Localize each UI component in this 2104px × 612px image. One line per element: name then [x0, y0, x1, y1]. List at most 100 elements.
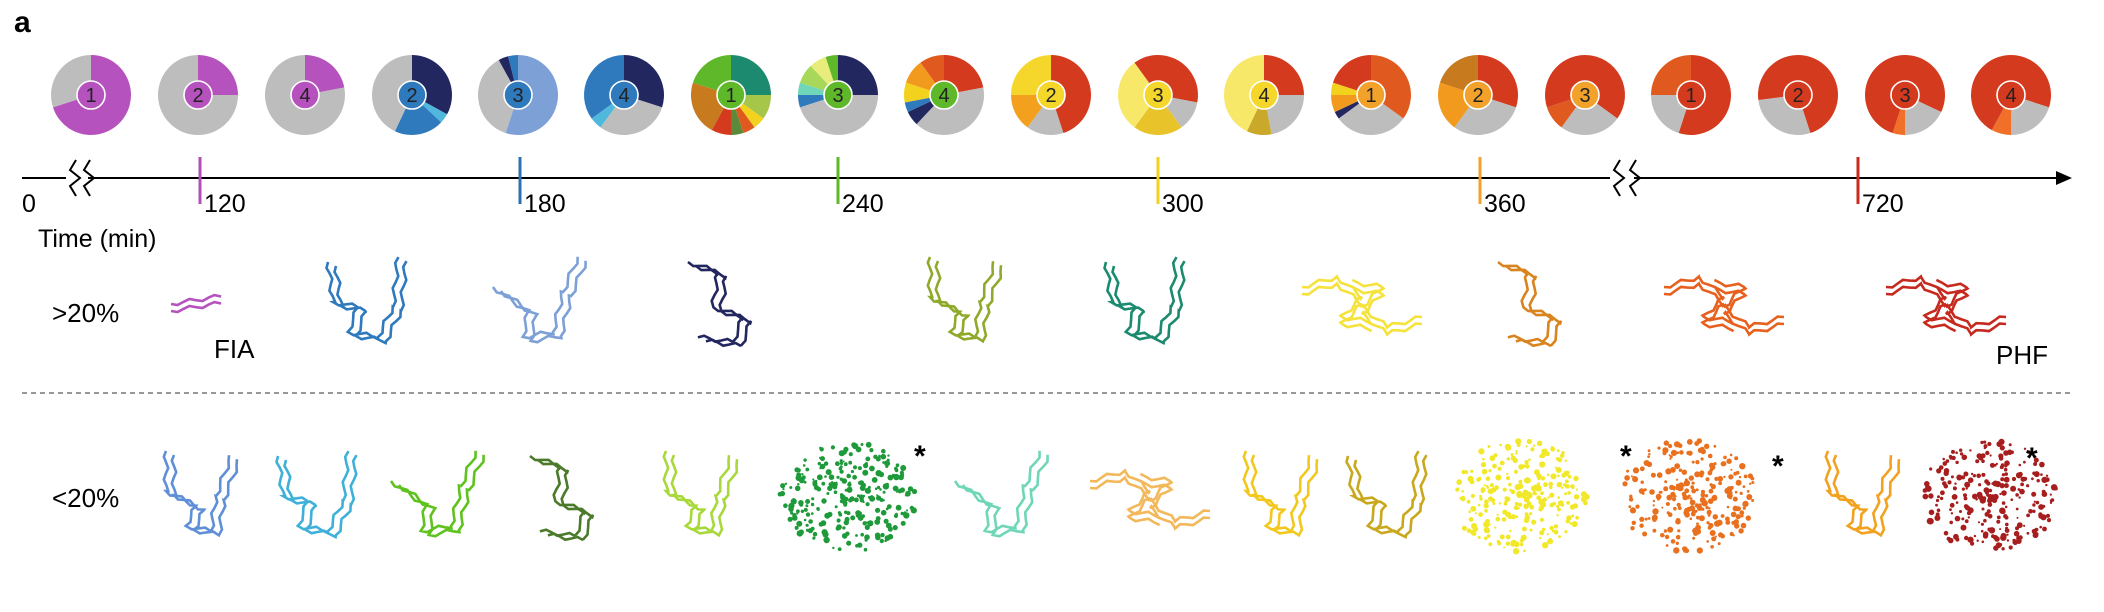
density-dot: [1971, 539, 1974, 542]
fibril-strand: [389, 450, 477, 534]
density-dot: [1705, 477, 1710, 482]
density-dot: [903, 511, 907, 514]
density-dot: [1486, 484, 1489, 488]
density-dot: [1539, 454, 1543, 458]
density-dot: [1743, 474, 1748, 479]
density-dot: [1676, 478, 1679, 481]
density-dot: [1710, 545, 1714, 549]
density-dot: [2034, 527, 2039, 532]
density-dot: [1716, 519, 1723, 526]
density-dot: [1645, 463, 1649, 466]
density-dot: [1694, 471, 1701, 478]
density-dot: [1652, 504, 1655, 507]
density-dot: [817, 461, 821, 466]
density-dot: [859, 498, 864, 503]
pie-badge-number: 3: [1579, 85, 1590, 107]
density-dot: [1630, 475, 1633, 478]
density-dot: [1496, 513, 1499, 516]
density-dot: [1539, 517, 1544, 522]
density-dot: [1676, 502, 1681, 507]
density-dot: [1518, 502, 1523, 507]
density-dot: [1567, 491, 1571, 495]
density-dot: [1470, 469, 1474, 473]
lower-structure-1: [162, 450, 239, 538]
fibril-strand: [1345, 450, 1420, 536]
density-dot: [805, 467, 810, 472]
density-dot: [1733, 519, 1740, 525]
density-dot: [1738, 528, 1744, 534]
density-dot: [1696, 515, 1700, 520]
density-dot: [1694, 509, 1698, 513]
pie-badge-number: 1: [1365, 85, 1376, 107]
density-dot: [850, 469, 855, 474]
density-dot: [792, 513, 797, 518]
density-dot: [1499, 443, 1502, 447]
density-dot: [1641, 492, 1645, 495]
pie-badge-number: 4: [1258, 85, 1269, 107]
density-dot: [1975, 497, 1978, 501]
density-dot: [1707, 514, 1711, 517]
fibril-strand: [499, 260, 587, 344]
density-dot: [1730, 485, 1734, 490]
lower-row-structures: [162, 438, 2058, 555]
pie-badge-number: 2: [192, 85, 203, 107]
density-dot: [1732, 496, 1738, 502]
density-dot: [1734, 523, 1740, 529]
lower-structure-3: [389, 450, 485, 538]
density-dot: [2045, 474, 2049, 477]
density-dot: [1503, 501, 1508, 506]
density-dot: [1504, 496, 1508, 500]
fibril-strand: [1663, 281, 1735, 333]
phf-label: PHF: [1996, 340, 2048, 370]
density-dot: [1553, 529, 1559, 535]
density-dot: [1683, 509, 1690, 516]
density-dot: [1726, 505, 1730, 509]
density-dot: [891, 473, 896, 478]
pie-chart-240-4: 4: [903, 55, 985, 136]
density-dot: [817, 508, 820, 512]
density-dot: [1960, 524, 1967, 531]
fibril-strand: [491, 256, 579, 340]
density-dot: [1984, 490, 1989, 495]
density-dot: [1720, 514, 1725, 518]
density-dot: [805, 528, 810, 532]
density-dot: [1956, 461, 1959, 464]
density-dot: [1967, 507, 1974, 514]
density-dot: [1713, 444, 1717, 448]
density-dot: [1632, 476, 1637, 481]
density-dot: [1945, 459, 1950, 463]
density-dot: [808, 519, 813, 524]
density-dot: [835, 461, 840, 467]
density-dot: [1476, 477, 1481, 482]
density-dot: [2006, 539, 2010, 542]
density-dot: [1928, 509, 1935, 516]
density-dot: [1924, 481, 1930, 487]
density-dot: [1734, 456, 1739, 461]
upper-structure-3: [491, 256, 587, 344]
density-dot: [1988, 488, 1993, 493]
density-dot: [1708, 488, 1714, 494]
density-dot: [1735, 506, 1741, 512]
pie-badge: [290, 80, 320, 110]
density-dot: [879, 498, 884, 502]
density-dot: [1506, 472, 1509, 476]
pie-badge-number: 4: [938, 85, 949, 107]
density-dot: [1725, 520, 1731, 525]
density-dot: [1943, 530, 1949, 536]
density-dot: [1541, 527, 1546, 532]
density-dot: [2008, 443, 2012, 447]
density-dot: [824, 475, 827, 478]
density-dot: [1675, 534, 1681, 540]
density-dot: [1690, 485, 1695, 490]
density-dot: [885, 482, 889, 486]
density-dot: [865, 456, 871, 462]
density-dot: [2026, 513, 2030, 518]
lower-structure-8: [1089, 468, 1211, 531]
density-dot: [1566, 501, 1570, 505]
density-dot: [796, 509, 800, 514]
pie-badge: [1570, 80, 1600, 110]
density-dot: [1575, 488, 1578, 491]
density-dot: [1523, 496, 1530, 503]
density-dot: [842, 526, 846, 530]
density-dot: [845, 531, 850, 536]
